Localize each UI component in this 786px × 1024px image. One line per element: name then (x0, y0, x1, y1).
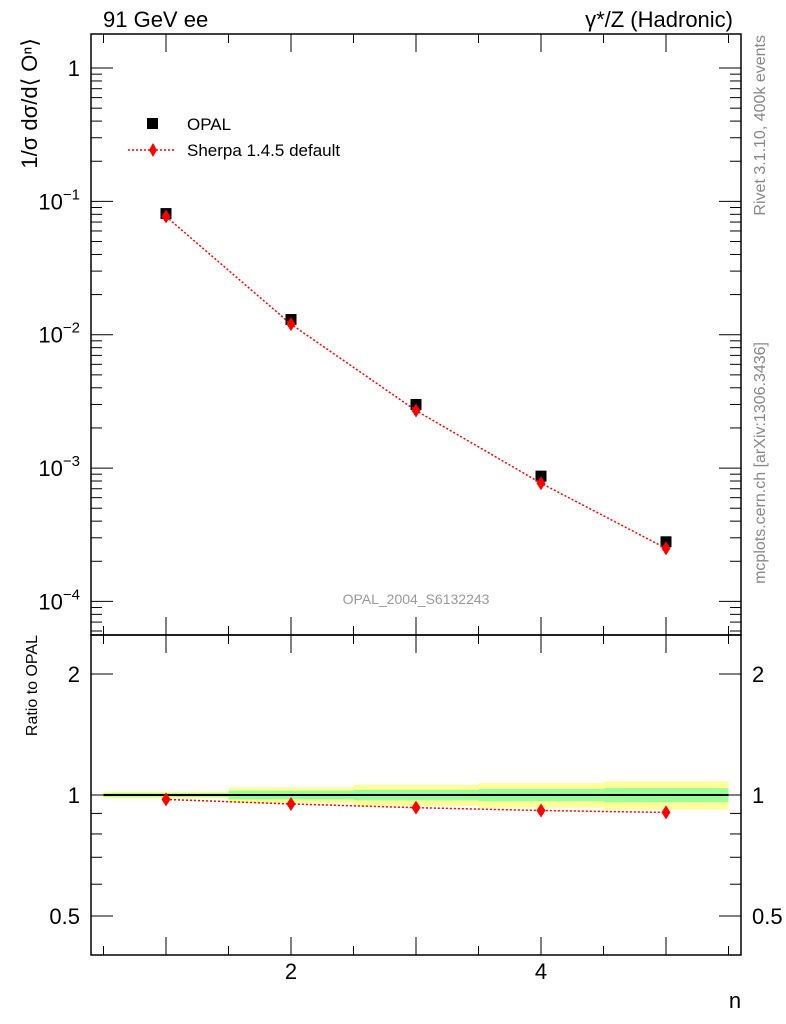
y-tick-label: 10−4 (38, 586, 80, 614)
ratio-point (411, 800, 421, 815)
ratio-y-tick-label-right: 0.5 (752, 904, 783, 929)
sherpa-line (165, 215, 667, 550)
x-axis-label: n (729, 988, 741, 1013)
mcplots-label: mcplots.cern.ch [arXiv:1306.3436] (752, 342, 769, 584)
ratio-point (286, 796, 296, 811)
y-tick-label: 1 (68, 56, 80, 81)
legend-opal-label: OPAL (187, 115, 231, 134)
sherpa-point (411, 403, 421, 418)
ratio-y-tick-label: 2 (68, 662, 80, 687)
ratio-point (661, 805, 671, 820)
ratio-y-tick-label: 0.5 (49, 904, 80, 929)
sherpa-point (536, 476, 546, 491)
y-axis-label: 1/σ dσ/d⟨ Oⁿ⟩ (17, 38, 42, 169)
ratio-y-tick-label-right: 2 (752, 662, 764, 687)
analysis-annotation: OPAL_2004_S6132243 (343, 591, 490, 607)
y-tick-label: 10−1 (38, 186, 80, 214)
ratio-point (161, 792, 171, 807)
legend-sherpa-marker (149, 143, 157, 157)
legend-opal-marker (147, 118, 158, 129)
title-left: 91 GeV ee (103, 7, 208, 32)
y-tick-label: 10−3 (38, 453, 80, 481)
ratio-y-tick-label-right: 1 (752, 783, 764, 808)
sherpa-point (661, 541, 671, 556)
ratio-line (165, 798, 667, 814)
rivet-label: Rivet 3.1.10, 400k events (752, 35, 769, 216)
sherpa-point (161, 209, 171, 224)
x-tick-label: 2 (285, 959, 297, 984)
x-tick-label: 4 (535, 959, 547, 984)
y-tick-label: 10−2 (38, 320, 80, 348)
ratio-y-axis-label: Ratio to OPAL (24, 635, 41, 736)
sherpa-point (286, 317, 296, 332)
legend-sherpa-label: Sherpa 1.4.5 default (187, 141, 340, 160)
title-right: γ*/Z (Hadronic) (585, 7, 733, 32)
ratio-y-tick-label: 1 (68, 783, 80, 808)
opal-point (535, 470, 547, 482)
ratio-point (536, 803, 546, 818)
